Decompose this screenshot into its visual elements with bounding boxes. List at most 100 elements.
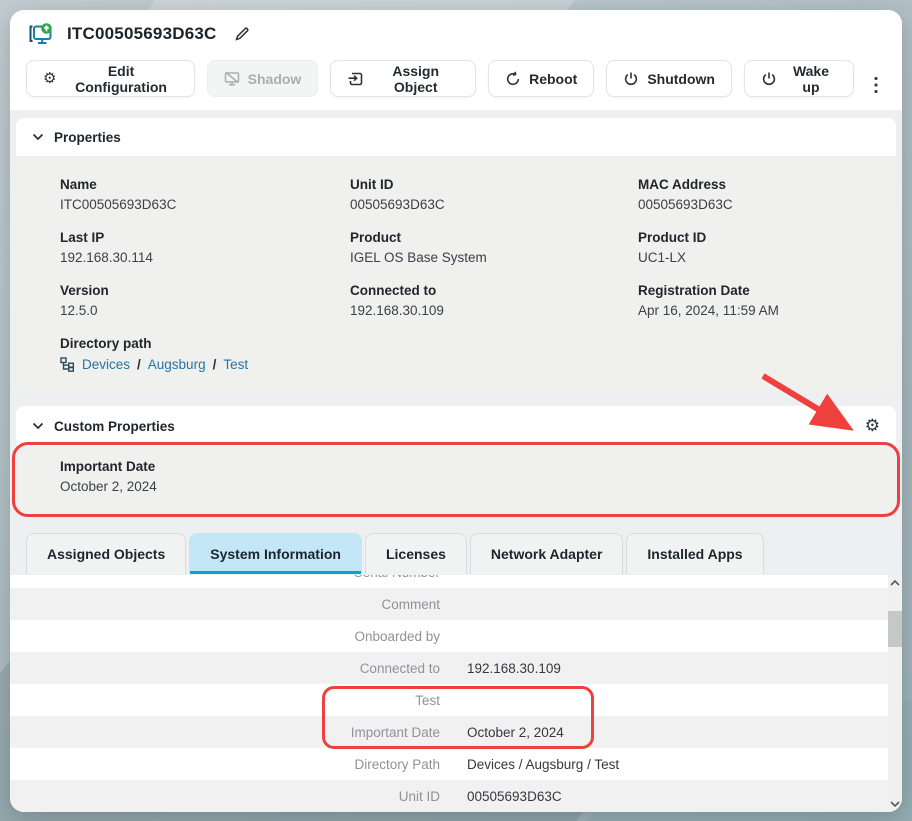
field-value: 00505693D63C: [350, 197, 445, 212]
table-row-connected-to: Connected to 192.168.30.109: [10, 652, 902, 684]
field-value: 192.168.30.109: [350, 303, 444, 318]
row-value: 192.168.30.109: [467, 660, 561, 676]
chevron-down-icon[interactable]: [32, 133, 44, 141]
breadcrumb-link-devices[interactable]: Devices: [82, 357, 131, 372]
power-icon: [623, 71, 639, 87]
field-product-id: Product ID UC1-LX: [638, 229, 876, 266]
custom-properties-panel: Custom Properties ⚙ Important Date Octob…: [12, 406, 900, 517]
field-label: Important Date: [60, 459, 156, 474]
shadow-monitor-icon: [224, 71, 240, 86]
table-scrollbar[interactable]: [888, 575, 902, 812]
row-label: Comment: [381, 596, 440, 612]
reboot-label: Reboot: [529, 70, 578, 87]
field-product: Product IGEL OS Base System: [350, 229, 638, 266]
properties-section-title: Properties: [54, 129, 121, 145]
field-label: Registration Date: [638, 283, 750, 298]
field-label: Version: [60, 283, 109, 298]
field-label: Directory path: [60, 336, 152, 351]
field-value: UC1-LX: [638, 250, 687, 265]
field-value: October 2, 2024: [60, 479, 157, 494]
properties-content: Name ITC00505693D63C Unit ID 00505693D63…: [16, 156, 896, 390]
row-label: Important Date: [350, 724, 440, 740]
field-value: 192.168.30.114: [60, 250, 153, 265]
action-toolbar: ⚙ Edit Configuration Shadow: [10, 58, 902, 110]
field-value: IGEL OS Base System: [350, 250, 487, 265]
field-connected-to: Connected to 192.168.30.109: [350, 282, 638, 319]
table-row-comment: Comment: [10, 588, 902, 620]
scroll-down-arrow-icon[interactable]: [888, 796, 902, 812]
custom-properties-section-title: Custom Properties: [54, 418, 175, 434]
custom-field-important-date: Important Date October 2, 2024: [60, 458, 876, 495]
card-body: Properties Name ITC00505693D63C Unit ID …: [10, 110, 902, 812]
breadcrumb-link-test[interactable]: Test: [223, 357, 249, 372]
tab-network-adapter[interactable]: Network Adapter: [469, 533, 624, 574]
chevron-down-icon[interactable]: [32, 422, 44, 430]
field-unit-id: Unit ID 00505693D63C: [350, 176, 638, 213]
field-label: Name: [60, 177, 97, 192]
device-online-icon: [28, 22, 55, 47]
field-value: ITC00505693D63C: [60, 197, 177, 212]
shadow-button[interactable]: Shadow: [206, 60, 319, 97]
edit-name-icon[interactable]: [234, 26, 250, 42]
field-last-ip: Last IP 192.168.30.114: [60, 229, 350, 266]
scroll-up-arrow-icon[interactable]: [888, 575, 902, 591]
wake-up-label: Wake up: [792, 62, 830, 95]
custom-properties-content: Important Date October 2, 2024: [16, 446, 896, 513]
field-label: Product ID: [638, 230, 707, 245]
card-header: ITC00505693D63C: [10, 10, 902, 58]
properties-header[interactable]: Properties: [16, 118, 896, 156]
shadow-label: Shadow: [247, 70, 302, 87]
table-row-serial-number: Serial Number: [10, 575, 902, 588]
field-version: Version 12.5.0: [60, 282, 350, 319]
table-row-onboarded-by: Onboarded by: [10, 620, 902, 652]
tab-assigned-objects[interactable]: Assigned Objects: [26, 533, 187, 574]
properties-panel: Properties Name ITC00505693D63C Unit ID …: [16, 118, 896, 390]
field-value: 00505693D63C: [638, 197, 733, 212]
field-directory-path: Directory path Devices / Augs: [60, 335, 876, 372]
reboot-button[interactable]: Reboot: [488, 60, 595, 97]
breadcrumb-separator: /: [212, 357, 217, 372]
field-label: MAC Address: [638, 177, 727, 192]
system-information-table-viewport[interactable]: Serial Number Comment Onboarded by Conne…: [10, 575, 902, 812]
shutdown-button[interactable]: Shutdown: [606, 60, 732, 97]
row-value: October 2, 2024: [467, 724, 564, 740]
table-row-test: Test: [10, 684, 902, 716]
shutdown-label: Shutdown: [647, 70, 715, 87]
table-row-unit-id: Unit ID 00505693D63C: [10, 780, 902, 812]
field-label: Last IP: [60, 230, 105, 245]
tab-installed-apps[interactable]: Installed Apps: [626, 533, 764, 574]
row-label: Directory Path: [354, 756, 440, 772]
assign-object-button[interactable]: Assign Object: [330, 60, 477, 97]
tree-hierarchy-icon: [60, 357, 75, 372]
field-value: 12.5.0: [60, 303, 98, 318]
wake-up-button[interactable]: Wake up: [743, 60, 854, 97]
device-detail-card: ITC00505693D63C ⚙ Edit Configuration Sha…: [10, 10, 902, 812]
breadcrumb: Devices / Augsburg / Test: [60, 357, 876, 372]
row-label: Test: [415, 692, 440, 708]
tab-licenses[interactable]: Licenses: [364, 533, 467, 574]
tab-system-information[interactable]: System Information: [189, 533, 362, 574]
page-title: ITC00505693D63C: [67, 24, 217, 43]
power-up-icon: [761, 71, 777, 87]
scrollbar-thumb[interactable]: [888, 611, 902, 647]
row-label: Onboarded by: [354, 628, 440, 644]
reboot-icon: [505, 71, 521, 87]
row-value: Devices / Augsburg / Test: [467, 756, 620, 772]
gear-icon: ⚙: [43, 69, 57, 87]
detail-tabs: Assigned Objects System Information Lice…: [26, 533, 896, 574]
field-value: Apr 16, 2024, 11:59 AM: [638, 303, 779, 318]
more-actions-kebab-icon[interactable]: [866, 70, 886, 100]
field-registration-date: Registration Date Apr 16, 2024, 11:59 AM: [638, 282, 876, 319]
edit-configuration-label: Edit Configuration: [75, 62, 167, 95]
table-row-important-date: Important Date October 2, 2024: [10, 716, 902, 748]
field-name: Name ITC00505693D63C: [60, 176, 350, 213]
assign-object-label: Assign Object: [392, 62, 440, 95]
field-label: Unit ID: [350, 177, 394, 192]
table-row-directory-path: Directory Path Devices / Augsburg / Test: [10, 748, 902, 780]
field-label: Connected to: [350, 283, 437, 298]
custom-properties-header[interactable]: Custom Properties ⚙: [16, 406, 896, 446]
custom-properties-settings-gear-icon[interactable]: ⚙: [864, 415, 880, 436]
edit-configuration-button[interactable]: ⚙ Edit Configuration: [26, 60, 195, 97]
breadcrumb-link-augsburg[interactable]: Augsburg: [147, 357, 206, 372]
row-label: Unit ID: [398, 788, 440, 804]
